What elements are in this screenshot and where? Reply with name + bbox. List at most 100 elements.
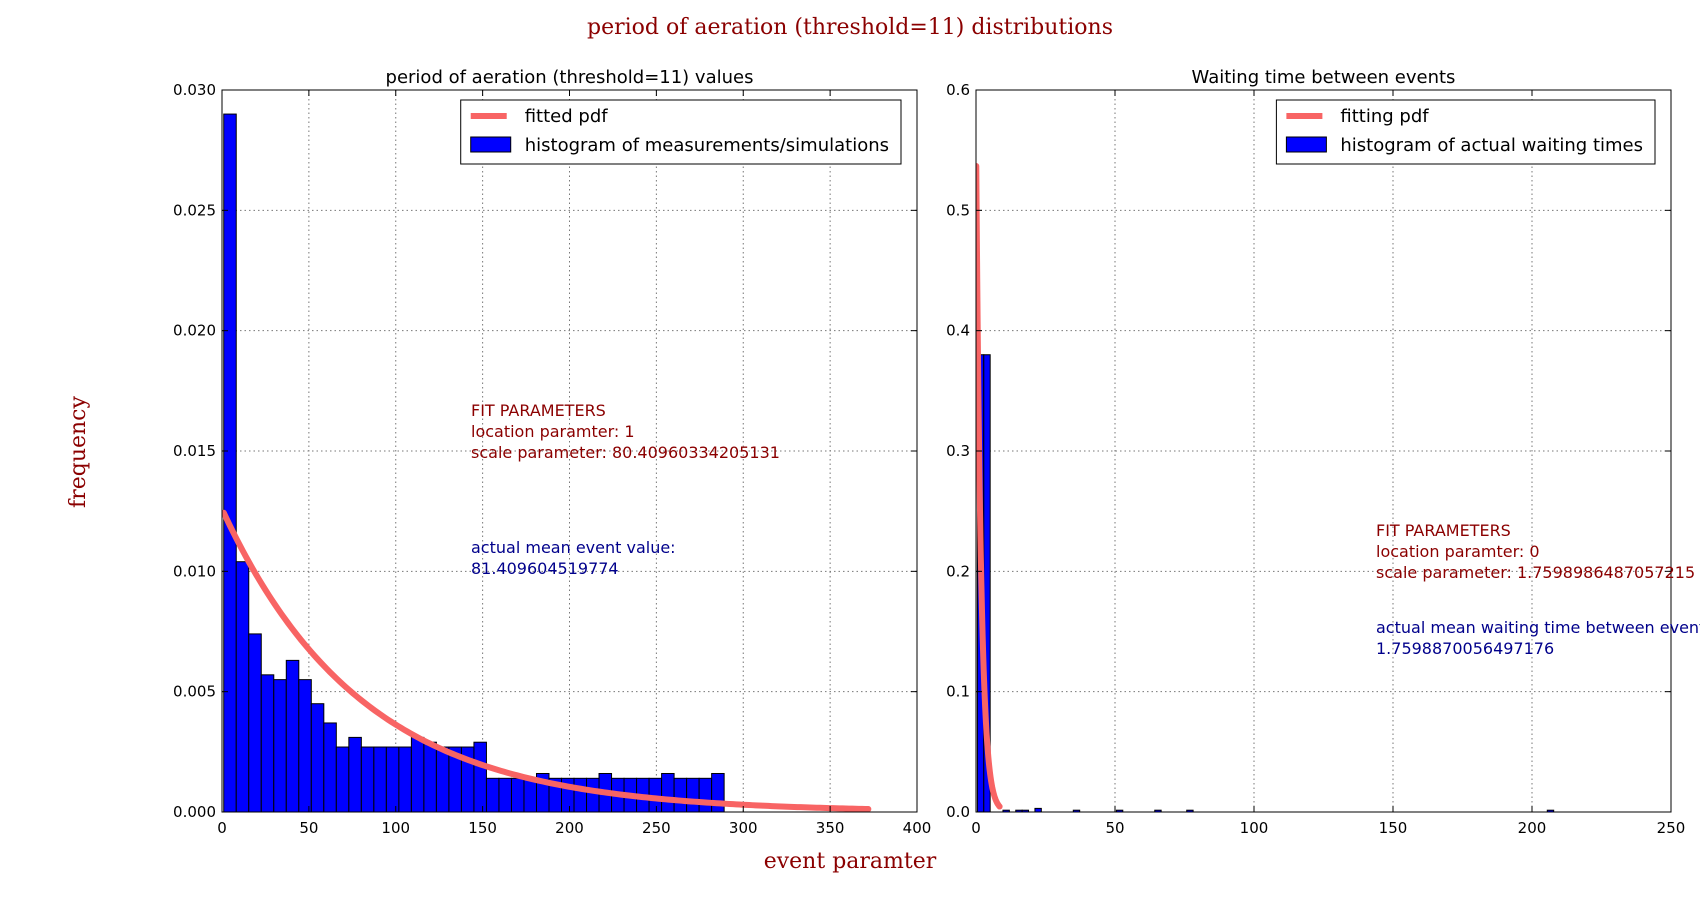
histogram-bar: [248, 633, 262, 812]
mean-value-line: 81.409604519774: [471, 559, 619, 578]
y-tick-label: 0.015: [173, 442, 216, 460]
panel-title: period of aeration (threshold=11) values: [386, 67, 754, 88]
x-tick-label: 400: [903, 819, 932, 837]
x-tick-label: 50: [1105, 819, 1124, 837]
legend-bar-swatch: [1285, 136, 1327, 153]
histogram-bar: [661, 772, 675, 812]
mean-value-annotation: actual mean waiting time between events 1…: [1376, 618, 1700, 658]
fit-parameters-line: location paramter: 0: [1376, 542, 1540, 561]
x-tick-label: 0: [971, 819, 981, 837]
y-tick-label: 0.025: [173, 201, 216, 219]
y-tick-label: 0.1: [946, 683, 970, 701]
legend-box: [1275, 99, 1656, 165]
panel-right: 0 50 100 150 200 250 0.0 0.1 0.2 0.3 0.4 0.5 0.6 Wait…: [946, 67, 1700, 837]
histogram-bar: [1002, 809, 1010, 812]
fit-parameters-annotation: FIT PARAMETERS location paramter: 0 scale …: [1376, 521, 1695, 582]
histogram-bar: [586, 777, 600, 812]
histogram-bar: [1034, 807, 1042, 812]
histogram-bar: [423, 741, 437, 812]
y-tick-label: 0.5: [946, 201, 970, 219]
x-tick-label: 200: [555, 819, 584, 837]
histogram-bar: [498, 777, 512, 812]
histogram-bar: [348, 736, 362, 812]
y-tick-label: 0.2: [946, 562, 970, 580]
histogram-bar: [373, 746, 387, 812]
y-tick-label: 0.030: [173, 81, 216, 99]
legend-label: histogram of measurements/simulations: [525, 135, 889, 156]
mean-value-annotation: actual mean event value: 81.409604519774: [471, 538, 676, 578]
x-tick-label: 250: [1657, 819, 1686, 837]
figure-ylabel: frequency: [66, 395, 91, 507]
y-tick-label: 0.6: [946, 81, 970, 99]
panel-left: 0 50 100 150 200 250 300 350 400 0.000 0.005 0.010 0…: [173, 67, 931, 837]
legend-bar-swatch: [470, 136, 512, 153]
x-tick-label: 50: [299, 819, 318, 837]
histogram-bar: [323, 722, 337, 812]
x-tick-label: 0: [217, 819, 227, 837]
mean-value-line: actual mean event value:: [471, 538, 676, 557]
legend: fitting pdf histogram of actual waiting t…: [1275, 99, 1656, 165]
histogram-bar: [510, 777, 525, 812]
y-tick-label: 0.020: [173, 322, 216, 340]
histogram-bar: [298, 679, 312, 812]
y-tick-label: 0.005: [173, 683, 216, 701]
x-tick-label: 100: [1240, 819, 1269, 837]
legend-label: fitted pdf: [525, 106, 609, 127]
histogram-bar: [410, 736, 425, 812]
histogram-bar: [1115, 809, 1124, 812]
histogram-bars: [976, 354, 1555, 812]
histogram-bar: [260, 674, 275, 812]
histogram-bar: [1186, 809, 1194, 812]
x-tick-label: 250: [642, 819, 671, 837]
histogram-bar: [473, 741, 487, 812]
x-tick-label: 150: [468, 819, 497, 837]
mean-value-line: 1.7598870056497176: [1376, 639, 1554, 658]
histogram-bar: [485, 777, 500, 812]
histogram-bar: [698, 777, 713, 812]
legend-label: fitting pdf: [1340, 106, 1429, 127]
y-tick-label: 0.0: [946, 803, 970, 821]
x-tick-label: 300: [729, 819, 758, 837]
y-tick-label: 0.000: [173, 803, 216, 821]
pdf-curve: [976, 163, 1003, 810]
figure-xlabel: event paramter: [764, 849, 937, 874]
mean-value-line: actual mean waiting time between events: [1376, 618, 1700, 637]
fit-parameters-annotation: FIT PARAMETERS location paramter: 1 scale …: [471, 401, 780, 462]
histogram-bar: [360, 746, 375, 812]
fit-parameters-line: FIT PARAMETERS: [471, 401, 606, 420]
histogram-bar: [673, 777, 688, 812]
legend-box: [460, 99, 902, 165]
histogram-bar: [1072, 809, 1081, 812]
fit-parameters-line: FIT PARAMETERS: [1376, 521, 1511, 540]
histogram-bar: [1021, 809, 1030, 812]
histogram-bar: [398, 746, 412, 812]
y-tick-label: 0.3: [946, 442, 970, 460]
histogram-bar: [385, 746, 400, 812]
legend: fitted pdf histogram of measurements/simu…: [460, 99, 902, 165]
x-tick-label: 100: [381, 819, 410, 837]
y-tick-label: 0.4: [946, 322, 970, 340]
histogram-bar: [523, 777, 537, 812]
x-tick-label: 150: [1379, 819, 1408, 837]
fit-parameters-line: scale parameter: 80.40960334205131: [471, 443, 780, 462]
histogram-bar: [285, 659, 300, 812]
histogram-bar: [573, 777, 588, 812]
histogram-bar: [435, 746, 450, 812]
histogram-bar: [686, 777, 700, 812]
x-tick-label: 350: [816, 819, 845, 837]
histogram-bar: [310, 703, 325, 812]
histogram-bar: [223, 113, 237, 812]
legend-label: histogram of actual waiting times: [1340, 135, 1643, 156]
fit-parameters-line: location paramter: 1: [471, 422, 635, 441]
x-tick-label: 200: [1518, 819, 1547, 837]
histogram-bars: [223, 113, 725, 812]
histogram-bar: [273, 679, 287, 812]
figure-suptitle: period of aeration (threshold=11) distri…: [587, 15, 1113, 40]
panel-title: Waiting time between events: [1192, 67, 1456, 88]
histogram-bar: [335, 746, 350, 812]
fit-parameters-line: scale parameter: 1.7598986487057215: [1376, 563, 1695, 582]
histogram-bar: [1546, 809, 1555, 812]
pdf-curve: [222, 509, 872, 812]
